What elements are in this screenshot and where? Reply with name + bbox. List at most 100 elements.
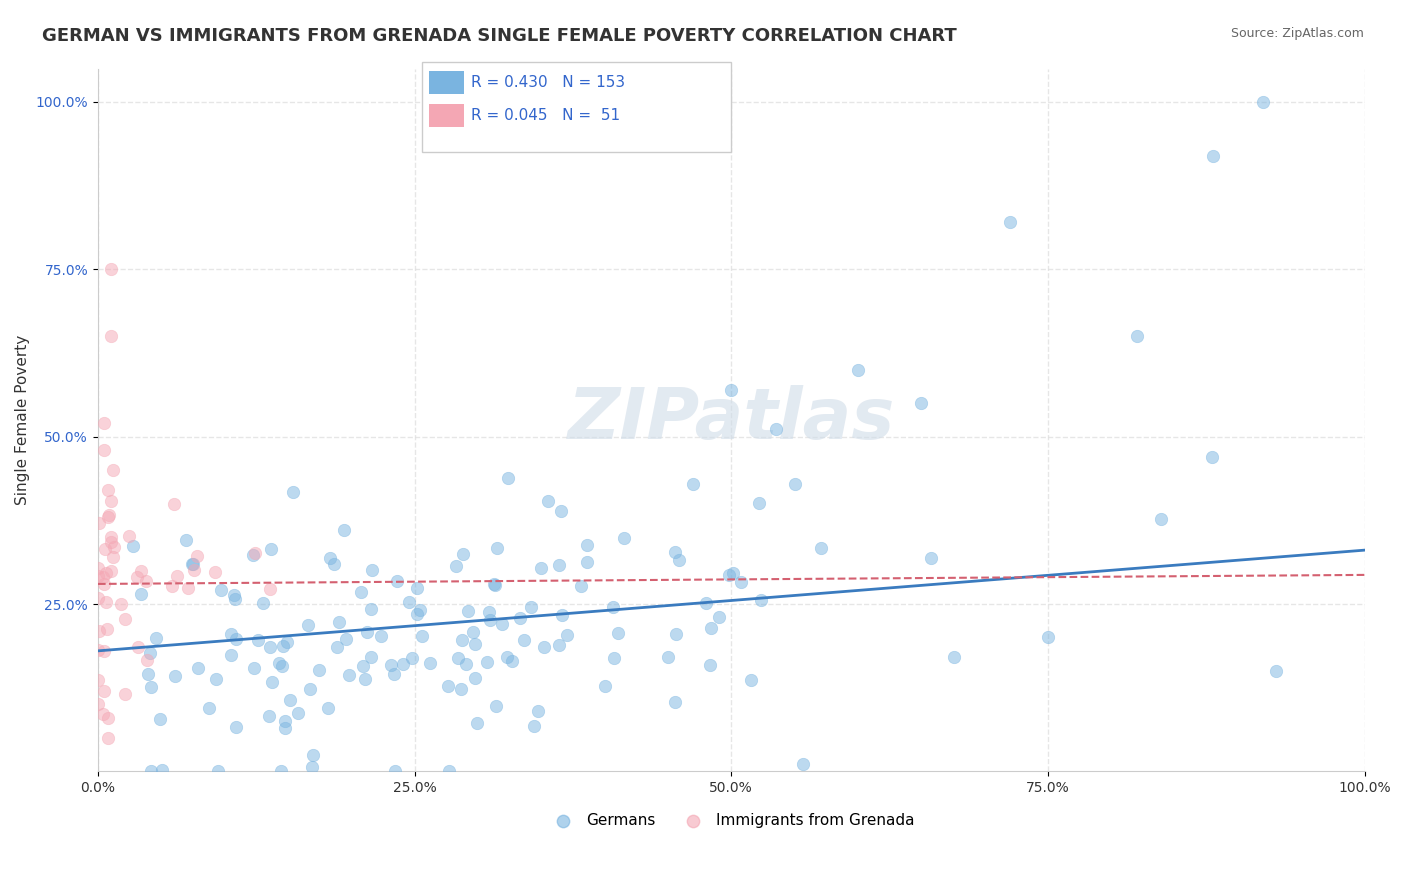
Point: [1036, 631, 1059, 645]
Point: [810, 541, 832, 555]
Point: [454, 657, 477, 672]
Point: [93, 684, 115, 698]
Point: [152, 763, 174, 777]
Point: [699, 657, 721, 672]
Point: [398, 594, 420, 608]
Point: [998, 215, 1021, 229]
Point: [149, 712, 172, 726]
Point: [245, 546, 267, 560]
Point: [87, 561, 110, 575]
Point: [1125, 329, 1147, 343]
Point: [138, 667, 160, 681]
Point: [484, 578, 506, 592]
Point: [409, 603, 432, 617]
Point: [740, 673, 762, 687]
Point: [602, 651, 624, 665]
Point: [262, 674, 284, 689]
Point: [129, 587, 152, 601]
Point: [325, 640, 347, 655]
Point: [135, 574, 157, 588]
Point: [450, 681, 472, 696]
Point: [328, 615, 350, 629]
Point: [361, 562, 384, 576]
Point: [1201, 450, 1223, 465]
Point: [657, 650, 679, 665]
Point: [485, 541, 508, 556]
Point: [97, 731, 120, 745]
Point: [943, 649, 966, 664]
Point: [267, 657, 290, 671]
Point: [792, 757, 814, 772]
Point: [533, 640, 555, 654]
Point: [451, 548, 474, 562]
Legend: Germans, Immigrants from Grenada: Germans, Immigrants from Grenada: [541, 806, 921, 834]
Point: [224, 588, 246, 602]
Text: Source: ZipAtlas.com: Source: ZipAtlas.com: [1230, 27, 1364, 40]
Point: [177, 581, 200, 595]
Point: [100, 329, 122, 343]
Point: [370, 629, 392, 643]
Point: [846, 363, 869, 377]
Point: [271, 640, 294, 654]
Point: [509, 611, 531, 625]
Point: [114, 612, 136, 626]
Point: [224, 592, 246, 607]
Point: [337, 668, 360, 682]
Point: [1265, 664, 1288, 678]
Point: [91, 706, 114, 721]
Point: [526, 705, 548, 719]
Point: [259, 640, 281, 654]
Point: [319, 551, 342, 566]
Point: [520, 599, 543, 614]
Point: [464, 637, 486, 651]
Point: [501, 654, 523, 668]
Point: [748, 496, 770, 510]
Point: [181, 557, 204, 571]
Point: [682, 476, 704, 491]
Point: [308, 663, 330, 677]
Point: [576, 555, 599, 569]
Point: [406, 607, 429, 621]
Point: [664, 695, 686, 709]
Point: [447, 651, 470, 665]
Point: [593, 679, 616, 693]
Point: [475, 655, 498, 669]
Point: [523, 719, 546, 733]
Point: [87, 673, 110, 687]
Point: [260, 541, 283, 556]
Point: [612, 531, 634, 545]
Point: [176, 533, 198, 547]
Point: [114, 687, 136, 701]
Point: [717, 568, 740, 582]
Point: [270, 764, 292, 779]
Point: [333, 524, 356, 538]
Point: [301, 748, 323, 763]
Point: [93, 443, 115, 458]
Point: [163, 669, 186, 683]
Point: [101, 550, 124, 565]
Point: [93, 576, 115, 591]
Point: [100, 530, 122, 544]
Point: [783, 476, 806, 491]
Point: [298, 681, 321, 696]
Point: [437, 679, 460, 693]
Point: [495, 650, 517, 665]
Point: [665, 627, 688, 641]
Text: GERMAN VS IMMIGRANTS FROM GRENADA SINGLE FEMALE POVERTY CORRELATION CHART: GERMAN VS IMMIGRANTS FROM GRENADA SINGLE…: [42, 27, 957, 45]
Point: [695, 596, 717, 610]
Point: [87, 591, 110, 605]
Point: [392, 657, 415, 671]
Point: [551, 608, 574, 623]
Point: [765, 421, 787, 435]
Point: [465, 715, 488, 730]
Point: [548, 558, 571, 573]
Point: [700, 621, 723, 635]
Point: [91, 570, 114, 584]
Point: [94, 542, 117, 557]
Point: [478, 613, 501, 627]
Point: [482, 577, 505, 591]
Point: [384, 764, 406, 779]
Point: [121, 540, 143, 554]
Point: [145, 631, 167, 645]
Point: [225, 632, 247, 647]
